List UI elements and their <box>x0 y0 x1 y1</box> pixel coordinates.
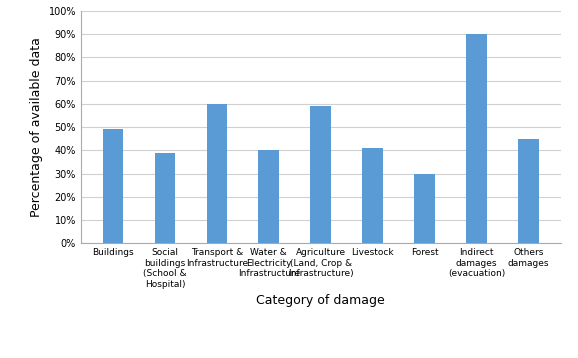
Bar <box>103 129 124 243</box>
Bar <box>155 153 175 243</box>
Bar <box>258 150 279 243</box>
Y-axis label: Percentage of available data: Percentage of available data <box>30 37 43 217</box>
Bar <box>310 106 331 243</box>
Bar <box>362 148 383 243</box>
Bar <box>414 174 435 243</box>
Bar <box>466 34 487 243</box>
Bar <box>518 139 539 243</box>
Bar <box>206 104 227 243</box>
X-axis label: Category of damage: Category of damage <box>257 294 385 307</box>
